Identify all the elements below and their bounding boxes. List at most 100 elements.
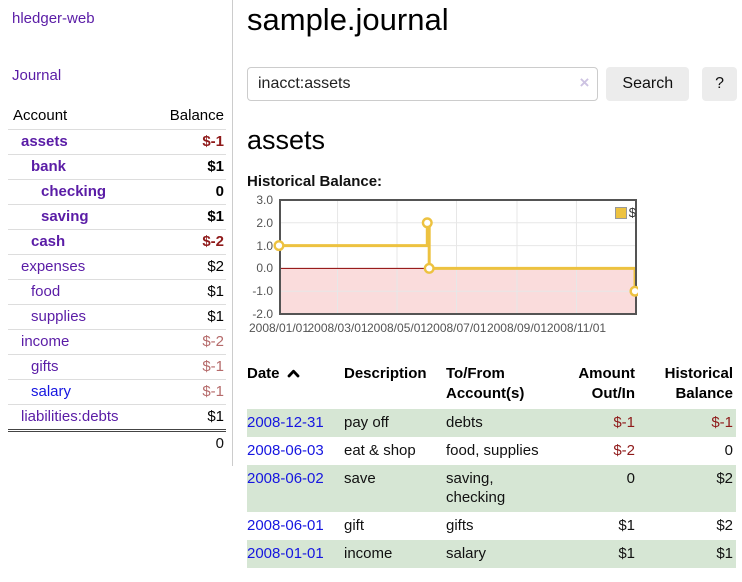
sidebar-account-link-checking[interactable]: checking	[41, 183, 107, 200]
account-row: gifts $-1	[8, 354, 226, 380]
sidebar-account-link-saving[interactable]: saving	[41, 208, 89, 225]
column-header-description: Description	[344, 365, 427, 382]
search-button[interactable]: Search	[606, 67, 690, 101]
help-button[interactable]: ?	[702, 67, 737, 101]
sidebar-account-link-income[interactable]: income	[21, 333, 70, 350]
sidebar-account-link-expenses[interactable]: expenses	[21, 258, 86, 275]
account-name-cell: saving	[8, 204, 146, 230]
register-accounts: salary	[446, 540, 558, 568]
search-input-wrap: ×	[247, 67, 599, 101]
register-table: Date Description To/From Account(s) Amount O…	[247, 361, 736, 568]
sort-ascending-icon	[287, 369, 300, 378]
register-date-cell: 2008-01-01	[247, 540, 344, 568]
register-row: 2008-06-02 save saving, checking 0 $2	[247, 465, 736, 512]
y-axis-tick-label: -1.0	[252, 284, 273, 299]
sidebar-account-link-assets[interactable]: assets	[21, 133, 68, 150]
register-date-cell: 2008-12-31	[247, 409, 344, 437]
accounts-table: Account Balance assets $-1 bank $1 checking 0…	[8, 104, 226, 456]
x-axis-tick-label: 2008/01/01	[248, 321, 310, 335]
account-name-cell: gifts	[8, 354, 146, 380]
page-title: sample.journal	[247, 2, 449, 37]
register-description: pay off	[344, 409, 446, 437]
register-date-link[interactable]: 2008-06-02	[247, 470, 324, 487]
account-name-cell: expenses	[8, 254, 146, 280]
y-axis-tick-label: -2.0	[252, 307, 273, 321]
chart-plot	[273, 199, 638, 315]
clear-search-icon[interactable]: ×	[579, 73, 590, 92]
register-balance: $-1	[638, 409, 736, 437]
chart-legend: $	[614, 205, 636, 220]
account-name-cell: checking	[8, 179, 146, 205]
register-amount: $-2	[613, 442, 635, 459]
register-row: 2008-06-01 gift gifts $1 $2	[247, 512, 736, 540]
account-balance: $2	[145, 254, 226, 280]
account-page-title: assets	[247, 125, 326, 155]
account-name-cell: liabilities:debts	[8, 404, 146, 431]
y-axis-tick-label: 0.0	[256, 261, 273, 276]
register-balance: $2	[638, 465, 736, 512]
register-amount: 0	[558, 465, 638, 512]
plot-border	[279, 199, 637, 315]
x-axis-tick-label: 2008/11/01	[546, 321, 607, 335]
register-accounts: food, supplies	[446, 442, 539, 459]
sidebar-account-link-gifts[interactable]: gifts	[31, 358, 59, 375]
account-row: supplies $1	[8, 304, 226, 330]
register-description: income	[344, 540, 446, 568]
account-name-cell: supplies	[8, 304, 146, 330]
sidebar-account-link-bank[interactable]: bank	[31, 158, 67, 175]
data-point-marker	[423, 262, 435, 274]
legend-swatch	[614, 206, 627, 219]
column-header-date[interactable]: Date	[247, 361, 344, 409]
account-balance: $-1	[145, 379, 226, 405]
sidebar-item-journal[interactable]: Journal	[12, 67, 62, 84]
column-header-amount-out-in: Amount Out/In	[578, 365, 635, 402]
chart-section-label: Historical Balance:	[247, 173, 383, 190]
register-date-link[interactable]: 2008-06-01	[247, 517, 324, 534]
account-row: cash $-2	[8, 229, 226, 255]
account-row: liabilities:debts $1	[8, 404, 226, 431]
sidebar-account-link-salary[interactable]: salary	[31, 383, 72, 400]
balance-chart: 3.0 2.0 1.0 0.0 -1.0 -2.0 2008/01/01 2008/03/01…	[247, 194, 639, 344]
brand-link[interactable]: hledger-web	[12, 10, 95, 27]
account-balance: $-1	[145, 354, 226, 380]
sidebar-account-link-supplies[interactable]: supplies	[31, 308, 87, 325]
y-axis-tick-label: 2.0	[256, 215, 273, 230]
x-axis-tick-label: 2008/03/01	[307, 321, 368, 335]
y-axis-tick-label: 1.0	[256, 238, 273, 253]
data-point-marker	[273, 240, 285, 252]
register-row: 2008-06-03 eat & shop food, supplies $-2 0	[247, 437, 736, 465]
register-description: save	[344, 465, 446, 512]
register-balance: $1	[638, 540, 736, 568]
account-row: income $-2	[8, 329, 226, 355]
account-row: checking 0	[8, 179, 226, 205]
column-header-to-from-account-s-: To/From Account(s)	[446, 365, 525, 402]
x-axis-tick-label: 2008/05/01	[366, 321, 428, 335]
data-point-marker	[421, 217, 433, 229]
legend-label: $	[628, 205, 636, 220]
account-balance: $1	[145, 404, 226, 431]
sidebar-account-link-liabilities-debts[interactable]: liabilities:debts	[21, 408, 119, 425]
sidebar-account-link-food[interactable]: food	[31, 283, 61, 300]
account-name-cell: assets	[8, 129, 146, 155]
search-input[interactable]	[247, 67, 599, 101]
account-balance: $1	[145, 204, 226, 230]
column-header-historical-balance: Historical Balance	[664, 365, 733, 402]
register-amount: $1	[558, 540, 638, 568]
sidebar-account-link-cash[interactable]: cash	[31, 233, 66, 250]
register-row: 2008-01-01 income salary $1 $1	[247, 540, 736, 568]
y-axis-tick-label: 3.0	[256, 193, 273, 207]
account-row: saving $1	[8, 204, 226, 230]
register-date-link[interactable]: 2008-01-01	[247, 545, 324, 562]
register-balance: $2	[716, 517, 733, 534]
account-column-header: Account	[13, 107, 68, 124]
register-amount: $1	[618, 517, 635, 534]
account-name-cell: salary	[8, 379, 146, 405]
account-name-cell: income	[8, 329, 146, 355]
register-date-link[interactable]: 2008-12-31	[247, 414, 324, 431]
register-accounts: debts	[446, 409, 558, 437]
register-description: gift	[344, 517, 365, 534]
register-date-link[interactable]: 2008-06-03	[247, 442, 324, 459]
register-row: 2008-12-31 pay off debts $-1 $-1	[247, 409, 736, 437]
main-content: sample.journal × Search ? assets Histori…	[233, 0, 742, 568]
x-axis-tick-label: 2008/07/01	[426, 321, 487, 335]
